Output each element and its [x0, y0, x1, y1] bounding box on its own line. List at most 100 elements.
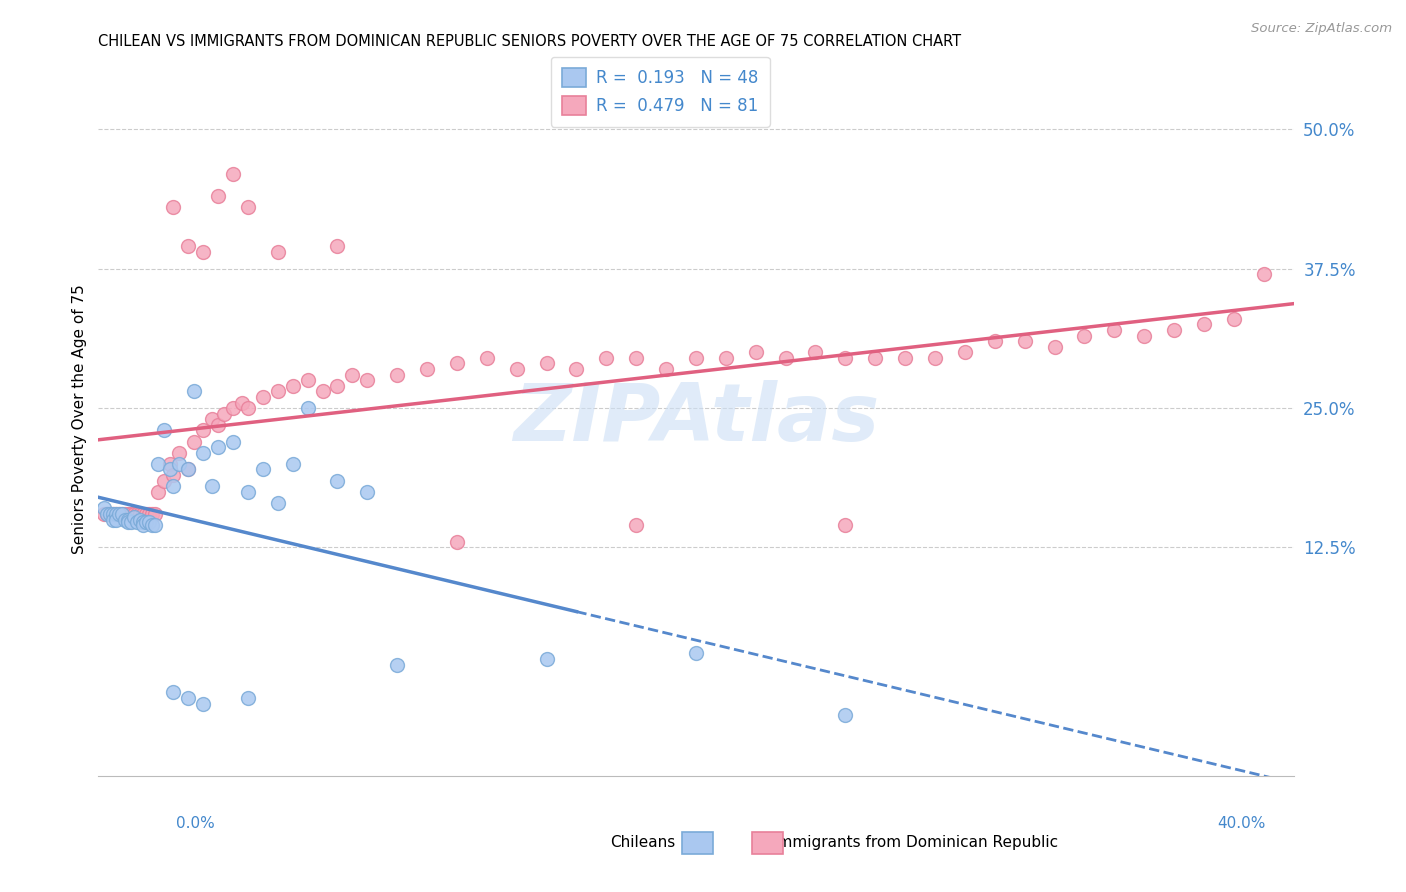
- Point: [236, 401, 259, 416]
- Point: [191, 697, 214, 711]
- Point: [1163, 323, 1185, 337]
- Point: [201, 479, 224, 493]
- Point: [143, 507, 166, 521]
- Text: 40.0%: 40.0%: [1218, 816, 1265, 831]
- Point: [141, 507, 163, 521]
- Point: [1073, 328, 1095, 343]
- Point: [1014, 334, 1036, 349]
- Point: [167, 457, 190, 471]
- Y-axis label: Seniors Poverty Over the Age of 75: Seniors Poverty Over the Age of 75: [72, 285, 87, 554]
- Point: [385, 368, 409, 382]
- Point: [924, 351, 946, 365]
- Point: [103, 512, 125, 526]
- Point: [506, 362, 529, 376]
- Point: [267, 244, 290, 259]
- Point: [111, 507, 134, 521]
- Point: [865, 351, 887, 365]
- Point: [138, 507, 160, 521]
- Point: [191, 244, 214, 259]
- Point: [745, 345, 768, 359]
- Point: [356, 373, 378, 387]
- Point: [446, 534, 468, 549]
- Point: [212, 407, 235, 421]
- Point: [536, 356, 558, 371]
- Point: [236, 690, 259, 705]
- Point: [124, 507, 146, 521]
- Point: [385, 657, 409, 672]
- Point: [222, 167, 245, 181]
- Point: [804, 345, 827, 359]
- Point: [162, 467, 184, 482]
- Point: [167, 446, 190, 460]
- Point: [132, 515, 155, 529]
- Point: [105, 507, 128, 521]
- Text: ZIPAtlas: ZIPAtlas: [513, 380, 879, 458]
- Point: [114, 507, 136, 521]
- Point: [93, 507, 115, 521]
- Point: [96, 507, 118, 521]
- Point: [236, 201, 259, 215]
- Point: [207, 417, 229, 432]
- Point: [207, 440, 229, 454]
- Point: [120, 507, 142, 521]
- Point: [129, 507, 152, 521]
- Point: [127, 515, 149, 529]
- Point: [655, 362, 678, 376]
- Point: [162, 685, 184, 699]
- Point: [114, 512, 136, 526]
- Point: [281, 378, 304, 392]
- Point: [177, 462, 200, 476]
- Point: [714, 351, 737, 365]
- Point: [252, 462, 274, 476]
- Point: [626, 351, 648, 365]
- Point: [475, 351, 498, 365]
- Point: [117, 515, 139, 529]
- Point: [252, 390, 274, 404]
- Point: [281, 457, 304, 471]
- Point: [416, 362, 439, 376]
- Point: [93, 501, 115, 516]
- Point: [177, 239, 200, 253]
- Point: [96, 507, 118, 521]
- Point: [108, 507, 131, 521]
- Point: [326, 378, 349, 392]
- Point: [159, 457, 181, 471]
- Point: [105, 512, 128, 526]
- Point: [120, 515, 142, 529]
- Point: [124, 510, 146, 524]
- Point: [222, 434, 245, 449]
- Point: [536, 652, 558, 666]
- Point: [143, 518, 166, 533]
- Point: [834, 518, 856, 533]
- Point: [129, 512, 152, 526]
- Point: [1253, 268, 1275, 282]
- Point: [117, 512, 139, 526]
- Point: [1043, 340, 1066, 354]
- Text: Immigrants from Dominican Republic: Immigrants from Dominican Republic: [773, 836, 1059, 850]
- Point: [138, 515, 160, 529]
- Point: [141, 518, 163, 533]
- Point: [117, 507, 139, 521]
- Point: [326, 239, 349, 253]
- Point: [162, 201, 184, 215]
- Point: [177, 462, 200, 476]
- Point: [595, 351, 617, 365]
- Point: [108, 507, 131, 521]
- Point: [626, 518, 648, 533]
- Point: [311, 384, 333, 399]
- Point: [1223, 311, 1246, 326]
- Text: CHILEAN VS IMMIGRANTS FROM DOMINICAN REPUBLIC SENIORS POVERTY OVER THE AGE OF 75: CHILEAN VS IMMIGRANTS FROM DOMINICAN REP…: [98, 34, 962, 49]
- Point: [342, 368, 364, 382]
- Point: [177, 690, 200, 705]
- Point: [103, 507, 125, 521]
- Point: [326, 474, 349, 488]
- Point: [98, 507, 122, 521]
- Point: [135, 515, 157, 529]
- Point: [984, 334, 1007, 349]
- Point: [191, 446, 214, 460]
- Point: [775, 351, 797, 365]
- Point: [153, 474, 176, 488]
- Point: [132, 518, 155, 533]
- Point: [162, 479, 184, 493]
- Point: [267, 384, 290, 399]
